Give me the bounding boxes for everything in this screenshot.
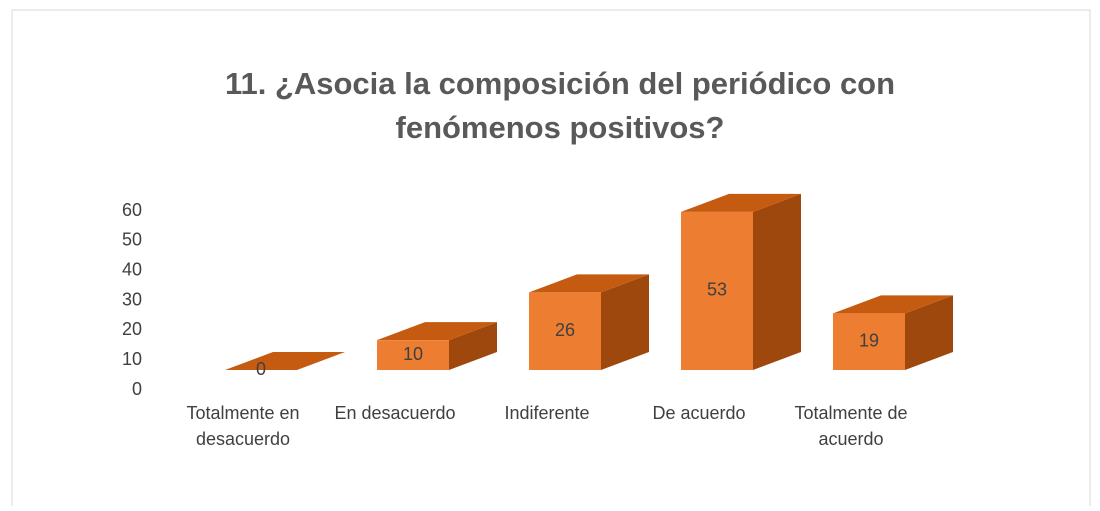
bar-top: [225, 352, 345, 370]
x-tick-box: En desacuerdo: [334, 403, 456, 423]
bar-top: [377, 322, 497, 341]
data-label: 10: [403, 344, 423, 364]
x-tick-label: Totalmente en desacuerdo: [186, 403, 300, 449]
chart-title: 11. ¿Asocia la composición del periódico…: [224, 66, 896, 145]
y-tick-label: 10: [122, 349, 142, 369]
y-tick-label: 20: [122, 319, 142, 339]
bar: [225, 352, 345, 370]
chart-frame: [11, 9, 1091, 506]
bar: [529, 274, 649, 370]
bar-top: [529, 274, 649, 293]
bar-top: [833, 295, 953, 314]
data-label: 53: [707, 280, 727, 300]
bar-side: [753, 193, 801, 370]
y-tick-label: 50: [122, 230, 142, 250]
y-tick-label: 30: [122, 289, 142, 309]
x-tick-label: De acuerdo: [652, 403, 746, 423]
bar-side: [449, 322, 497, 370]
x-tick-box: Totalmente de acuerdo: [794, 403, 908, 449]
data-label: 0: [256, 359, 266, 379]
bar: [833, 295, 953, 370]
data-label: 26: [555, 320, 575, 340]
x-tick-label: Totalmente de acuerdo: [794, 403, 908, 449]
x-tick-box: Indiferente: [504, 403, 590, 423]
bar-side: [905, 295, 953, 370]
bar-front: [529, 292, 601, 370]
y-tick-label: 0: [132, 379, 142, 399]
bar-front: [377, 340, 449, 370]
x-tick-box: De acuerdo: [652, 403, 746, 423]
bar-side: [601, 274, 649, 370]
bar: [681, 193, 801, 370]
bar-front: [681, 211, 753, 370]
x-tick-label: Indiferente: [504, 403, 590, 423]
bar: [377, 322, 497, 370]
y-tick-label: 40: [122, 259, 142, 279]
bar-front: [833, 313, 905, 370]
x-tick-box: Totalmente en desacuerdo: [186, 403, 300, 449]
title-box: 11. ¿Asocia la composición del periódico…: [224, 66, 896, 145]
x-tick-label: En desacuerdo: [334, 403, 456, 423]
data-label: 19: [859, 330, 879, 350]
bar-top: [681, 193, 801, 212]
y-tick-label: 60: [122, 200, 142, 220]
